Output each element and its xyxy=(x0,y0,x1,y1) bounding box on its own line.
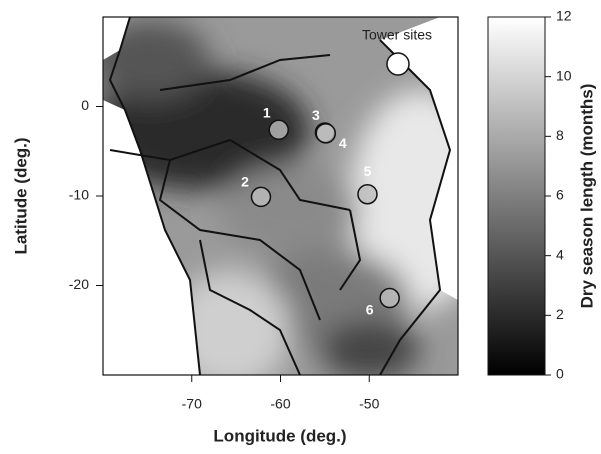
colorbar-tick-label: 12 xyxy=(556,8,572,24)
raster xyxy=(103,17,458,375)
colorbar-tick-label: 10 xyxy=(556,67,572,83)
site-label: 6 xyxy=(366,302,374,318)
site-label: 3 xyxy=(312,107,320,123)
legend-marker xyxy=(386,52,410,76)
tower-site xyxy=(379,287,400,309)
legend-label: Tower sites xyxy=(362,27,432,43)
colorbar-tick-label: 4 xyxy=(556,246,564,262)
colorbar-tick-label: 0 xyxy=(556,366,564,382)
colorbar-tick-label: 8 xyxy=(556,127,564,143)
tower-site xyxy=(268,119,289,141)
y-axis-label: Latitude (deg.) xyxy=(11,137,30,254)
site-label: 5 xyxy=(364,163,372,179)
x-tick-label: -60 xyxy=(270,396,290,412)
tower-site xyxy=(250,186,272,208)
site-label: 4 xyxy=(339,135,347,151)
x-axis-label: Longitude (deg.) xyxy=(213,426,346,445)
tower-site xyxy=(315,123,337,144)
colorbar-tick-label: 2 xyxy=(556,306,564,322)
colorbar-tick-label: 6 xyxy=(556,187,564,203)
site-label: 2 xyxy=(241,174,249,190)
tower-site xyxy=(357,183,378,205)
colorbar xyxy=(487,16,546,376)
y-tick-label: 0 xyxy=(81,97,89,113)
x-tick-label: -50 xyxy=(359,396,379,412)
colorbar-label: Dry season length (months) xyxy=(577,84,596,309)
y-tick-label: -20 xyxy=(69,276,89,292)
x-tick-label: -70 xyxy=(182,396,202,412)
site-label: 1 xyxy=(263,104,271,120)
y-tick-label: -10 xyxy=(69,187,89,203)
